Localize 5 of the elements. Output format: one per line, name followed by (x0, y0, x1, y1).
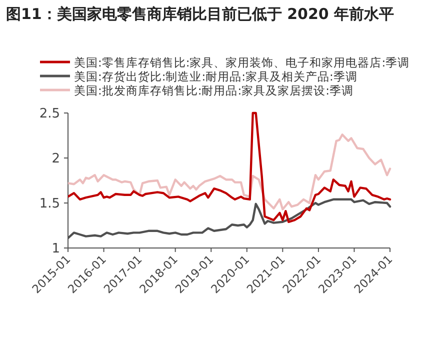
ytick: 2.5 (39, 106, 60, 122)
ytick: 2 (52, 152, 60, 166)
title: 图11：美国家电零售商库销比目前已低于 2020 年前水平 (6, 4, 396, 24)
ytick: 1.5 (39, 196, 60, 212)
ytick: 1 (52, 242, 60, 256)
